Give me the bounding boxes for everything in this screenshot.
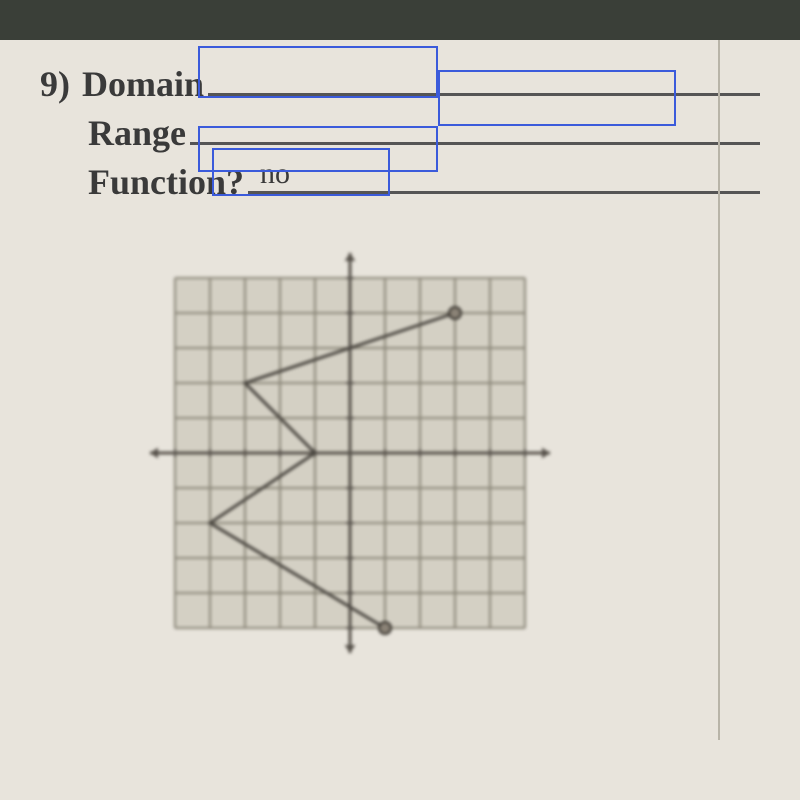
worksheet-content: 9) Domain Range Function? no (0, 40, 800, 683)
coordinate-graph (140, 243, 560, 663)
function-blank[interactable]: no (248, 158, 760, 194)
function-row: Function? no (40, 158, 760, 203)
window-titlebar (0, 0, 800, 40)
range-row: Range (40, 109, 760, 154)
domain-label: Domain (82, 63, 204, 105)
range-blank[interactable] (190, 109, 760, 145)
question-number: 9) (40, 63, 70, 105)
graph-svg (140, 243, 560, 663)
domain-row: 9) Domain (40, 60, 760, 105)
domain-blank[interactable] (208, 60, 760, 96)
function-value: no (248, 157, 290, 191)
function-label: Function? (88, 161, 244, 203)
range-label: Range (88, 112, 186, 154)
page-margin-line (718, 40, 720, 740)
